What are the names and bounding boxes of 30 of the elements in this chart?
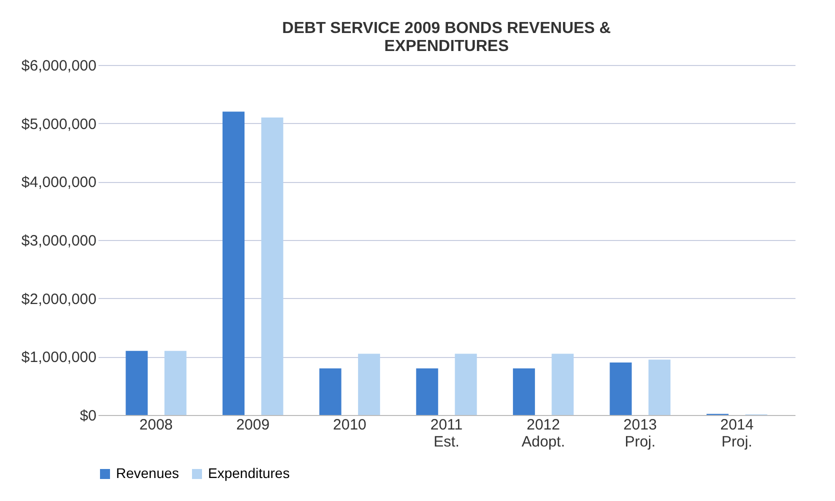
bar [126,350,148,415]
x-tick-label: 2010 [333,416,366,434]
bar [164,350,186,415]
bar [454,354,477,415]
text: DEBT SERVICE 2009 BONDS REVENUES & [282,20,611,37]
y-tick-label: $3,000,000 [21,232,96,250]
y-tick-label: $2,000,000 [21,290,96,308]
y-tick-label: $1,000,000 [21,349,96,366]
bar [552,354,574,415]
y-tick-label: $5,000,000 [21,116,96,133]
bar [358,354,380,415]
bar [261,118,284,415]
x-tick-label: 2008 [139,416,173,434]
y-tick-label: $4,000,000 [21,174,96,192]
text: EXPENDITURES [384,38,509,55]
x-tick-label: 2013 Proj. [623,416,657,450]
legend-label: Expenditures [208,465,290,481]
x-tick-label: 2012 Adopt. [522,416,565,450]
bar [610,362,632,415]
y-tick-label: $6,000,000 [21,58,96,74]
x-tick-label: 2009 [236,416,270,434]
x-tick-label: 2014 Proj. [720,416,754,450]
bar [319,368,342,415]
x-tick-label: 2011 Est. [430,416,463,450]
legend-label: Revenues [116,465,180,481]
bar [512,368,535,415]
bar [416,368,438,415]
bar [648,360,670,415]
y-tick-label: $0 [80,408,96,424]
bar [222,112,245,415]
